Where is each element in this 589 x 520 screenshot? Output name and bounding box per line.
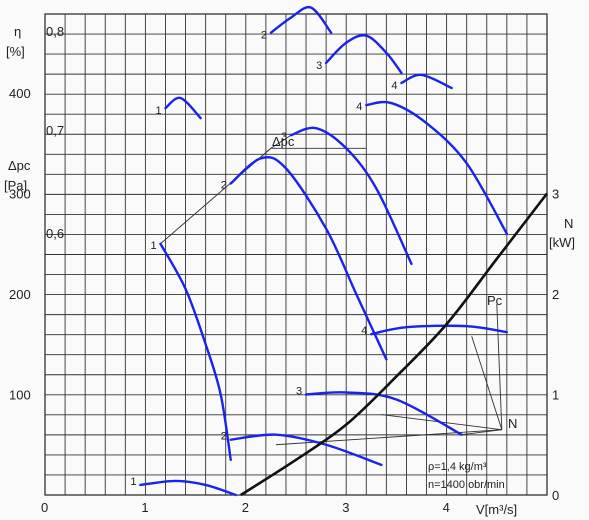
chart-grid bbox=[44, 13, 548, 496]
efficiency-axis-title: η bbox=[14, 24, 21, 39]
power-curve-label: 4 bbox=[361, 325, 367, 337]
pressure-tick-label: 100 bbox=[9, 388, 31, 403]
power-tick-label: 1 bbox=[552, 388, 559, 403]
efficiency-axis-unit: [%] bbox=[6, 44, 25, 59]
power-tick-label: 3 bbox=[552, 187, 559, 202]
pressure-curve-3 bbox=[289, 126, 413, 266]
pressure-axis-unit: [Pa] bbox=[4, 178, 27, 193]
pressure-curve-label: 4 bbox=[356, 101, 362, 113]
efficiency-curve-3 bbox=[324, 34, 403, 75]
x-tick-label: 0 bbox=[41, 500, 48, 515]
x-tick-label: 4 bbox=[443, 500, 450, 515]
system-curve bbox=[240, 192, 549, 497]
curves-layer bbox=[139, 5, 549, 497]
efficiency-curve-label: 2 bbox=[261, 30, 267, 42]
power-curve-1 bbox=[139, 479, 237, 497]
pressure-curve-4 bbox=[365, 100, 509, 235]
efficiency-curve-label: 3 bbox=[316, 60, 322, 72]
power-curve-label: 2 bbox=[221, 431, 227, 443]
pressure-curve-1 bbox=[159, 242, 232, 462]
pressure-tick-label: 200 bbox=[9, 287, 31, 302]
pressure-marker-label: Δpc bbox=[272, 134, 295, 149]
x-tick-label: 1 bbox=[141, 500, 148, 515]
pressure-curve-label: 2 bbox=[221, 179, 227, 191]
efficiency-curve-label: 1 bbox=[155, 105, 161, 117]
efficiency-curve-1 bbox=[164, 96, 202, 120]
power-curve-3 bbox=[304, 391, 463, 436]
power-curve-2 bbox=[229, 433, 383, 467]
pressure-curve-label: 3 bbox=[281, 131, 287, 143]
power-connector-line bbox=[471, 336, 503, 430]
pressure-tick-label: 300 bbox=[9, 187, 31, 202]
power-connector-line bbox=[275, 429, 502, 446]
efficiency-tick-label: 0,8 bbox=[46, 24, 64, 39]
pressure-curve-2 bbox=[229, 155, 388, 361]
x-tick-label: 2 bbox=[242, 500, 249, 515]
power-tick-label: 0 bbox=[552, 488, 559, 503]
curve-labels-layer: 1 2 3 4 1 2 3 4 1 2 3 4 bbox=[130, 30, 397, 488]
x-axis-title: V[m³/s] bbox=[476, 502, 517, 517]
power-curve-label: 1 bbox=[130, 476, 136, 488]
power-axis-unit: [kW] bbox=[549, 235, 575, 250]
efficiency-curve-2 bbox=[269, 5, 333, 34]
tick-labels-layer: 0 1 2 3 4 100 200 300 400 0,6 0,7 0,8 0 1 2 3 bbox=[9, 24, 559, 515]
power-curve-4 bbox=[370, 324, 509, 336]
speed-note: n=1400 obr/min bbox=[428, 479, 505, 491]
power-connector-line bbox=[461, 429, 502, 436]
power-marker-label: N bbox=[508, 416, 517, 431]
power-tick-label: 2 bbox=[552, 287, 559, 302]
pressure-axis-title: Δpc bbox=[8, 158, 31, 173]
system-connector-line bbox=[496, 304, 503, 430]
efficiency-tick-label: 0,6 bbox=[46, 226, 64, 241]
power-axis-title: N bbox=[564, 216, 573, 231]
pressure-curve-label: 1 bbox=[150, 240, 156, 252]
efficiency-curve-label: 4 bbox=[391, 80, 397, 92]
x-tick-label: 3 bbox=[342, 500, 349, 515]
axis-text-layer: η [%] Δpc [Pa] N [kW] V[m³/s] Pc N Δpc ρ… bbox=[4, 24, 575, 517]
pressure-connector-line bbox=[270, 134, 292, 149]
efficiency-tick-label: 0,7 bbox=[46, 123, 64, 138]
pressure-tick-label: 400 bbox=[9, 86, 31, 101]
system-curve-label: Pc bbox=[487, 293, 503, 308]
power-curve-label: 3 bbox=[296, 386, 302, 398]
efficiency-curve-4 bbox=[400, 73, 453, 90]
density-note: ρ=1,4 kg/m³ bbox=[428, 461, 487, 473]
annotation-lines bbox=[160, 134, 503, 446]
